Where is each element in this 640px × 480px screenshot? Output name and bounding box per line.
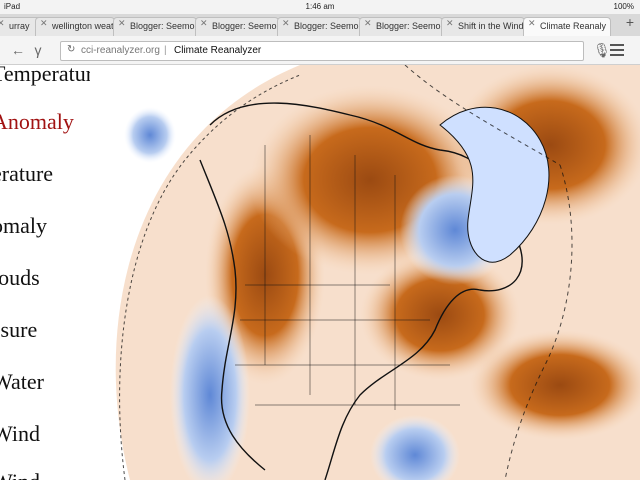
new-tab-button[interactable]: + [625, 14, 634, 30]
tab-label: Blogger: Seemo [130, 21, 195, 31]
menu-icon[interactable] [610, 44, 624, 56]
menu-item-wind-2[interactable]: Wind [0, 469, 40, 480]
tab-label: Blogger: Seemo [294, 21, 359, 31]
tab-6[interactable]: ✕ Blogger: Seemo [359, 17, 443, 36]
reload-icon[interactable]: ↻ [67, 44, 76, 55]
close-icon[interactable]: ✕ [200, 18, 208, 28]
back-button[interactable]: ← [11, 42, 25, 58]
anomaly-map[interactable] [90, 65, 640, 480]
menu-item-temperature[interactable]: Temperature [0, 65, 103, 86]
tab-8-active[interactable]: ✕ Climate Reanaly [523, 17, 611, 36]
menu-item-water[interactable]: Water [0, 369, 44, 394]
close-icon[interactable]: ✕ [0, 18, 7, 29]
clock: 1:46 am [305, 2, 335, 11]
tab-strip: ✕urray ✕wellington weat ✕Blogger: Seemo … [0, 14, 640, 37]
microphone-icon[interactable]: 🎙 [593, 41, 611, 58]
close-icon[interactable]: ✕ [528, 18, 536, 28]
close-icon[interactable]: ✕ [40, 18, 48, 28]
forward-button[interactable]: γ [34, 42, 42, 58]
close-icon[interactable]: ✕ [446, 18, 454, 28]
status-bar: iPad 1:46 am 100% [0, 0, 640, 14]
tab-label: Climate Reanaly [540, 21, 607, 31]
side-menu: Temperature Anomaly erature omaly louds … [0, 65, 152, 480]
address-bar[interactable]: ↻ cci-reanalyzer.org | Climate Reanalyze… [60, 41, 584, 61]
menu-item-wind[interactable]: Wind [0, 421, 40, 446]
close-icon[interactable]: ✕ [282, 18, 290, 28]
tab-4[interactable]: ✕ Blogger: Seemo [195, 17, 279, 36]
menu-item-temperature-2[interactable]: erature [0, 161, 54, 186]
tab-5[interactable]: ✕ Blogger: Seemo [277, 17, 361, 36]
url-domain: cci-reanalyzer.org [81, 45, 160, 56]
menu-item-anomaly[interactable]: Anomaly [0, 109, 74, 134]
toolbar: ← γ ↻ cci-reanalyzer.org | Climate Reana… [0, 36, 640, 65]
close-icon[interactable]: ✕ [118, 18, 126, 28]
page-content: Temperature Anomaly erature omaly louds … [0, 65, 640, 480]
menu-item-anomaly-2[interactable]: omaly [0, 213, 47, 238]
page-title: Climate Reanalyzer [174, 45, 262, 56]
tab-3[interactable]: ✕ Blogger: Seemo [113, 17, 197, 36]
tab-label: Blogger: Seemo [376, 21, 441, 31]
tab-label: Shift in the Wind [458, 21, 524, 31]
close-icon[interactable]: ✕ [364, 18, 372, 28]
tab-2[interactable]: ✕ wellington weat [35, 17, 115, 36]
tab-7[interactable]: ✕ Shift in the Wind [441, 17, 525, 36]
tab-label: wellington weat [52, 21, 114, 31]
tab-label: Blogger: Seemo [212, 21, 277, 31]
device-label: iPad [4, 2, 21, 11]
tab-label: urray [9, 21, 30, 31]
battery-level: 100% [613, 2, 634, 11]
separator: | [164, 45, 167, 56]
menu-item-clouds[interactable]: louds [0, 265, 40, 290]
